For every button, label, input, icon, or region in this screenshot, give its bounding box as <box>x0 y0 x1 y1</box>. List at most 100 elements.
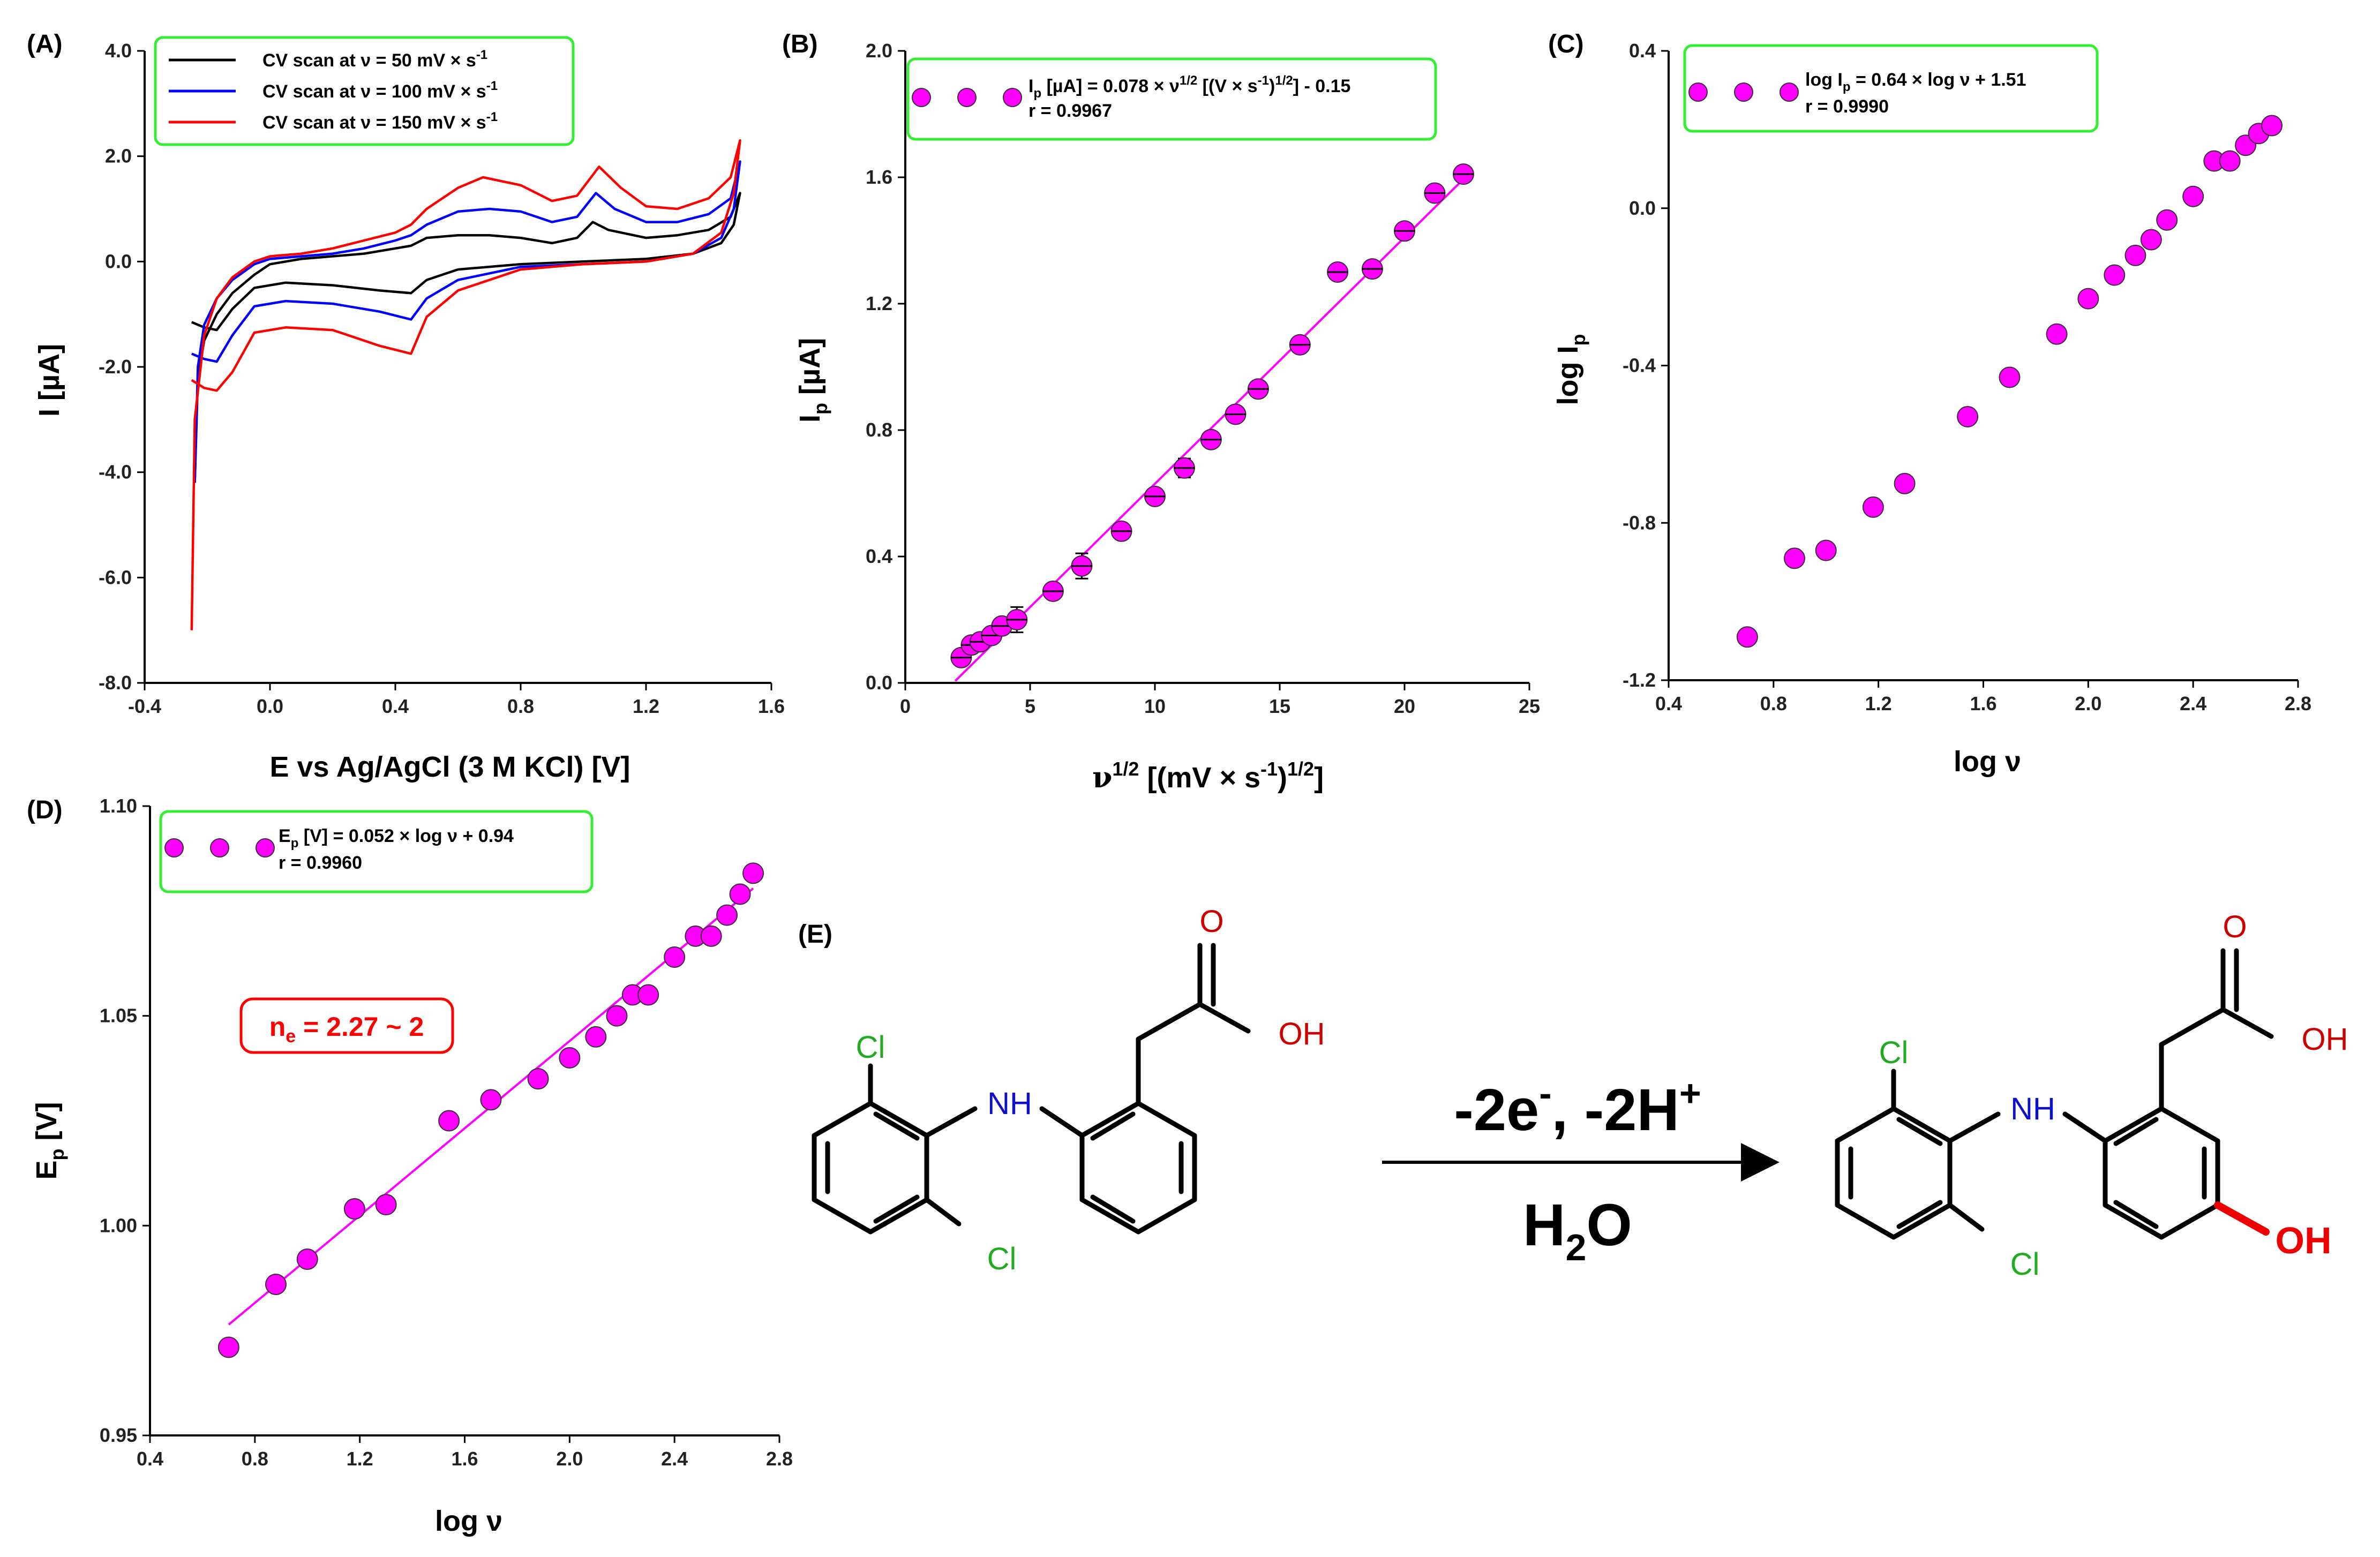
reaction-conditions-top: -2e-, -2H+ <box>1454 1072 1701 1143</box>
panel-c-data-point <box>2219 150 2241 172</box>
reactant-o: O <box>1199 904 1223 939</box>
electron-number-annotation: ne = 2.27 ~ 2 <box>239 997 454 1054</box>
panel-b-y-tick-label: 0.8 <box>866 419 892 441</box>
legend-marker <box>256 838 275 858</box>
panel-c-data-point <box>1736 626 1758 648</box>
panel-d-data-point <box>559 1047 581 1069</box>
panel-c-legend-equation: log Ip = 0.64 × log ν + 1.51 <box>1805 70 2026 94</box>
panel-d-x-tick-label: 2.4 <box>661 1448 688 1470</box>
panel-d-data-point <box>375 1194 397 1216</box>
panel-d-data-point <box>480 1089 502 1111</box>
panel-d-x-tick-label: 2.0 <box>556 1448 583 1470</box>
legend-marker <box>164 838 184 858</box>
panel-d-data-point <box>585 1026 607 1048</box>
panel-a-y-tick-label: -8.0 <box>99 672 132 694</box>
panel-b-x-tick-label: 15 <box>1269 695 1290 717</box>
panel-c-y-tick-label: -0.4 <box>1623 355 1656 377</box>
product-oh-bond <box>2214 1201 2270 1236</box>
panel-c-legend-r: r = 0.9990 <box>1805 96 1889 117</box>
panel-d-data-point <box>742 862 764 884</box>
legend-entry-100: CV scan at ν = 100 mV × s-1 <box>262 79 498 102</box>
panel-c-data-point <box>2046 323 2068 345</box>
panel-c-x-tick-label: 0.4 <box>1655 693 1682 714</box>
panel-c-data-point <box>1784 547 1805 569</box>
cv-curve-1 <box>191 160 741 483</box>
panel-c: (C) 0.4 0.8 1.2 1.6 2.0 2.4 2.8 0.4 0.0 -0.4 -0.8 -… <box>1548 30 2311 778</box>
panel-a-y-tick-label: 4.0 <box>105 40 132 62</box>
panel-c-x-tick-label: 1.6 <box>1970 693 1996 714</box>
panel-d-data-point <box>217 1336 239 1358</box>
panel-d-legend-equation: Ep [V] = 0.052 × log ν + 0.94 <box>279 826 514 851</box>
panel-c-x-tick-label: 0.8 <box>1760 693 1787 714</box>
panel-d-data-point <box>296 1248 318 1270</box>
panel-d-y-tick-label: 1.05 <box>100 1005 137 1027</box>
panel-d-data-point <box>265 1274 287 1295</box>
panel-b-legend: Ip [µA] = 0.078 × ν1/2 [(V × s-1)1/2] - … <box>906 57 1437 141</box>
panel-a-ylabel: I [µA] <box>33 344 65 417</box>
panel-c-y-tick-label: 0.4 <box>1629 40 1656 62</box>
panel-d-plot: 0.4 0.8 1.2 1.6 2.0 2.4 2.8 1.10 1.05 1.00 0.95 <box>100 795 793 1470</box>
panel-d-x-tick-label: 1.6 <box>451 1448 478 1470</box>
panel-d-data-point <box>438 1110 460 1132</box>
panel-c-data-point <box>2156 209 2178 231</box>
panel-c-x-tick-label: 2.4 <box>2180 693 2206 714</box>
panel-a: (A) -0.4 0.0 0.4 0.8 1.2 1.6 4.0 2.0 0.0 -2.0 -4.0… <box>27 30 785 783</box>
cv-curve-0 <box>191 192 741 483</box>
panel-b-x-tick-label: 20 <box>1394 695 1415 717</box>
reactant-nh: NH <box>987 1086 1032 1121</box>
panel-d-legend-r: r = 0.9960 <box>279 853 362 873</box>
panel-c-y-tick-label: -1.2 <box>1623 669 1656 691</box>
panel-d-legend: Ep [V] = 0.052 × log ν + 0.94 r = 0.9960 <box>159 810 594 893</box>
panel-a-y-tick-label: -2.0 <box>99 356 132 378</box>
panel-c-plot: 0.4 0.8 1.2 1.6 2.0 2.4 2.8 0.4 0.0 -0.4 -0.8 -1.2 <box>1623 40 2311 714</box>
panel-d-data-point <box>729 883 751 905</box>
product-hydroxy-diclofenac <box>1835 948 2274 1240</box>
panel-b-legend-equation: Ip [µA] = 0.078 × ν1/2 [(V × s-1)1/2] - … <box>1028 73 1350 101</box>
panel-d-xlabel: log ν <box>435 1505 502 1537</box>
panel-a-legend-box <box>154 36 575 146</box>
panel-b-x-tick-label: 0 <box>900 695 911 717</box>
panel-c-y-tick-label: 0.0 <box>1629 197 1656 219</box>
panel-a-plot: -0.4 0.0 0.4 0.8 1.2 1.6 4.0 2.0 0.0 -2.0 -4.0 -6.0… <box>99 40 785 717</box>
panel-d-plot-area <box>150 806 779 1435</box>
panel-a-label: (A) <box>27 30 63 58</box>
panel-c-legend: log Ip = 0.64 × log ν + 1.51 r = 0.9990 <box>1683 44 2099 133</box>
panel-a-x-tick-label: 1.2 <box>633 695 659 717</box>
panel-d-y-tick-label: 0.95 <box>100 1424 137 1446</box>
panel-e-label: (E) <box>798 920 832 949</box>
panel-c-data-point <box>1862 496 1884 518</box>
panel-c-x-tick-label: 2.0 <box>2075 693 2101 714</box>
panel-b-y-tick-label: 1.2 <box>866 292 892 314</box>
panel-d-x-tick-label: 2.8 <box>766 1448 793 1470</box>
panel-c-data-point <box>1815 539 1837 561</box>
panel-d-data-point <box>716 904 738 926</box>
legend-marker <box>912 88 931 107</box>
reactant-cl-top: Cl <box>856 1030 885 1065</box>
legend-marker <box>210 838 229 858</box>
reactant-cl-bottom: Cl <box>987 1242 1017 1276</box>
panel-d-data-point <box>527 1068 549 1090</box>
panel-a-x-tick-label: 0.0 <box>257 695 283 717</box>
panel-b-y-tick-label: 1.6 <box>866 166 892 188</box>
panel-c-data-point <box>2124 244 2146 266</box>
legend-entry-50: CV scan at ν = 50 mV × s-1 <box>262 48 487 71</box>
panel-c-legend-box <box>1683 44 2099 133</box>
product-cl-top: Cl <box>1879 1035 1909 1070</box>
panel-b-xlabel: ν1/2 [(mV × s-1)1/2] <box>1092 758 1324 794</box>
cv-curve-2 <box>190 139 741 630</box>
product-cl-bottom: Cl <box>2010 1247 2040 1282</box>
product-oh-acid: OH <box>2302 1022 2348 1057</box>
legend-marker <box>1734 82 1753 102</box>
panel-d: (D) 0.4 0.8 1.2 1.6 2.0 2.4 2.8 1.10 1.05 1.00 0.9… <box>27 795 793 1537</box>
panel-c-ylabel: log Ip <box>1552 334 1589 405</box>
panel-a-y-tick-label: -4.0 <box>99 461 132 483</box>
panel-c-data-point <box>1894 472 1916 494</box>
panel-d-x-tick-label: 1.2 <box>347 1448 373 1470</box>
reaction-arrow: -2e-, -2H+ H2O <box>1382 1072 1780 1268</box>
product-nh: NH <box>2010 1092 2055 1126</box>
panel-d-data-point <box>664 946 686 968</box>
panel-b-y-tick-label: 0.0 <box>866 672 892 694</box>
panel-d-x-tick-label: 0.4 <box>137 1448 163 1470</box>
panel-c-data-point <box>2140 229 2162 251</box>
